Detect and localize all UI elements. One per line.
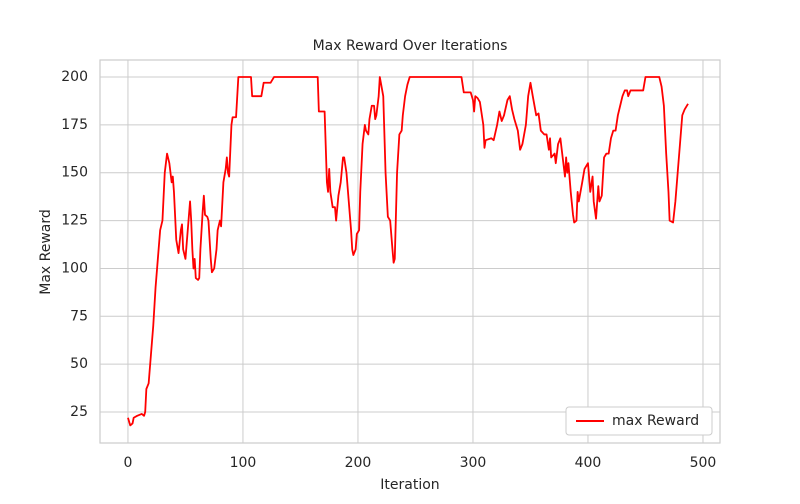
data-line (127, 76, 689, 427)
y-tick-label: 125 (61, 213, 88, 229)
y-tick-label: 50 (70, 356, 88, 372)
chart-title: Max Reward Over Iterations (313, 38, 508, 54)
y-axis-label: Max Reward (38, 209, 54, 295)
x-tick-label: 100 (230, 455, 257, 471)
x-tick-label: 200 (345, 455, 372, 471)
y-tick-label: 75 (70, 308, 88, 324)
y-tick-label: 150 (61, 165, 88, 181)
x-axis-label: Iteration (380, 477, 439, 493)
x-tick-label: 500 (690, 455, 717, 471)
legend-label: max Reward (612, 413, 699, 429)
plot-frame (99, 59, 721, 444)
y-tick-label: 200 (61, 69, 88, 85)
x-tick-label: 400 (575, 455, 602, 471)
x-tick-label: 300 (460, 455, 487, 471)
legend: max Reward (565, 406, 713, 436)
y-tick-label: 175 (61, 117, 88, 133)
x-tick-label: 0 (123, 455, 132, 471)
y-tick-label: 100 (61, 260, 88, 276)
y-tick-label: 25 (70, 404, 88, 420)
legend-box (565, 406, 713, 436)
